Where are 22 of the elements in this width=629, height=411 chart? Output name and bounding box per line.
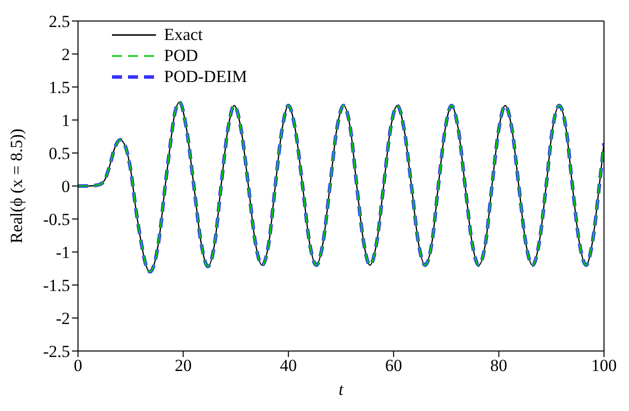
x-tick-label: 60 — [385, 356, 402, 376]
x-tick-label: 80 — [490, 356, 508, 376]
y-tick-label: -0.5 — [43, 210, 70, 230]
y-tick-label: 0.5 — [48, 144, 70, 164]
y-tick-label: -2 — [56, 309, 70, 328]
x-axis-title: t — [338, 380, 345, 399]
legend-label: Exact — [164, 24, 203, 44]
y-tick-label: 1.5 — [48, 78, 70, 98]
x-tick-label: 0 — [74, 356, 82, 376]
y-tick-label: -1 — [56, 243, 70, 262]
y-tick-label: 2.5 — [48, 12, 70, 32]
y-axis-title: Real(ϕ (x = 8.5)) — [7, 128, 26, 244]
y-tick-label: 2 — [62, 45, 70, 64]
y-tick-label: -1.5 — [43, 276, 70, 296]
legend-label: POD — [164, 46, 198, 66]
y-tick-label: 1 — [62, 111, 70, 130]
x-tick-label: 40 — [280, 356, 297, 376]
legend-label: POD-DEIM — [164, 66, 248, 86]
y-tick-label: -2.5 — [43, 342, 70, 362]
x-tick-label: 100 — [591, 356, 617, 376]
x-tick-label: 20 — [174, 356, 192, 376]
y-tick-label: 0 — [62, 177, 70, 196]
